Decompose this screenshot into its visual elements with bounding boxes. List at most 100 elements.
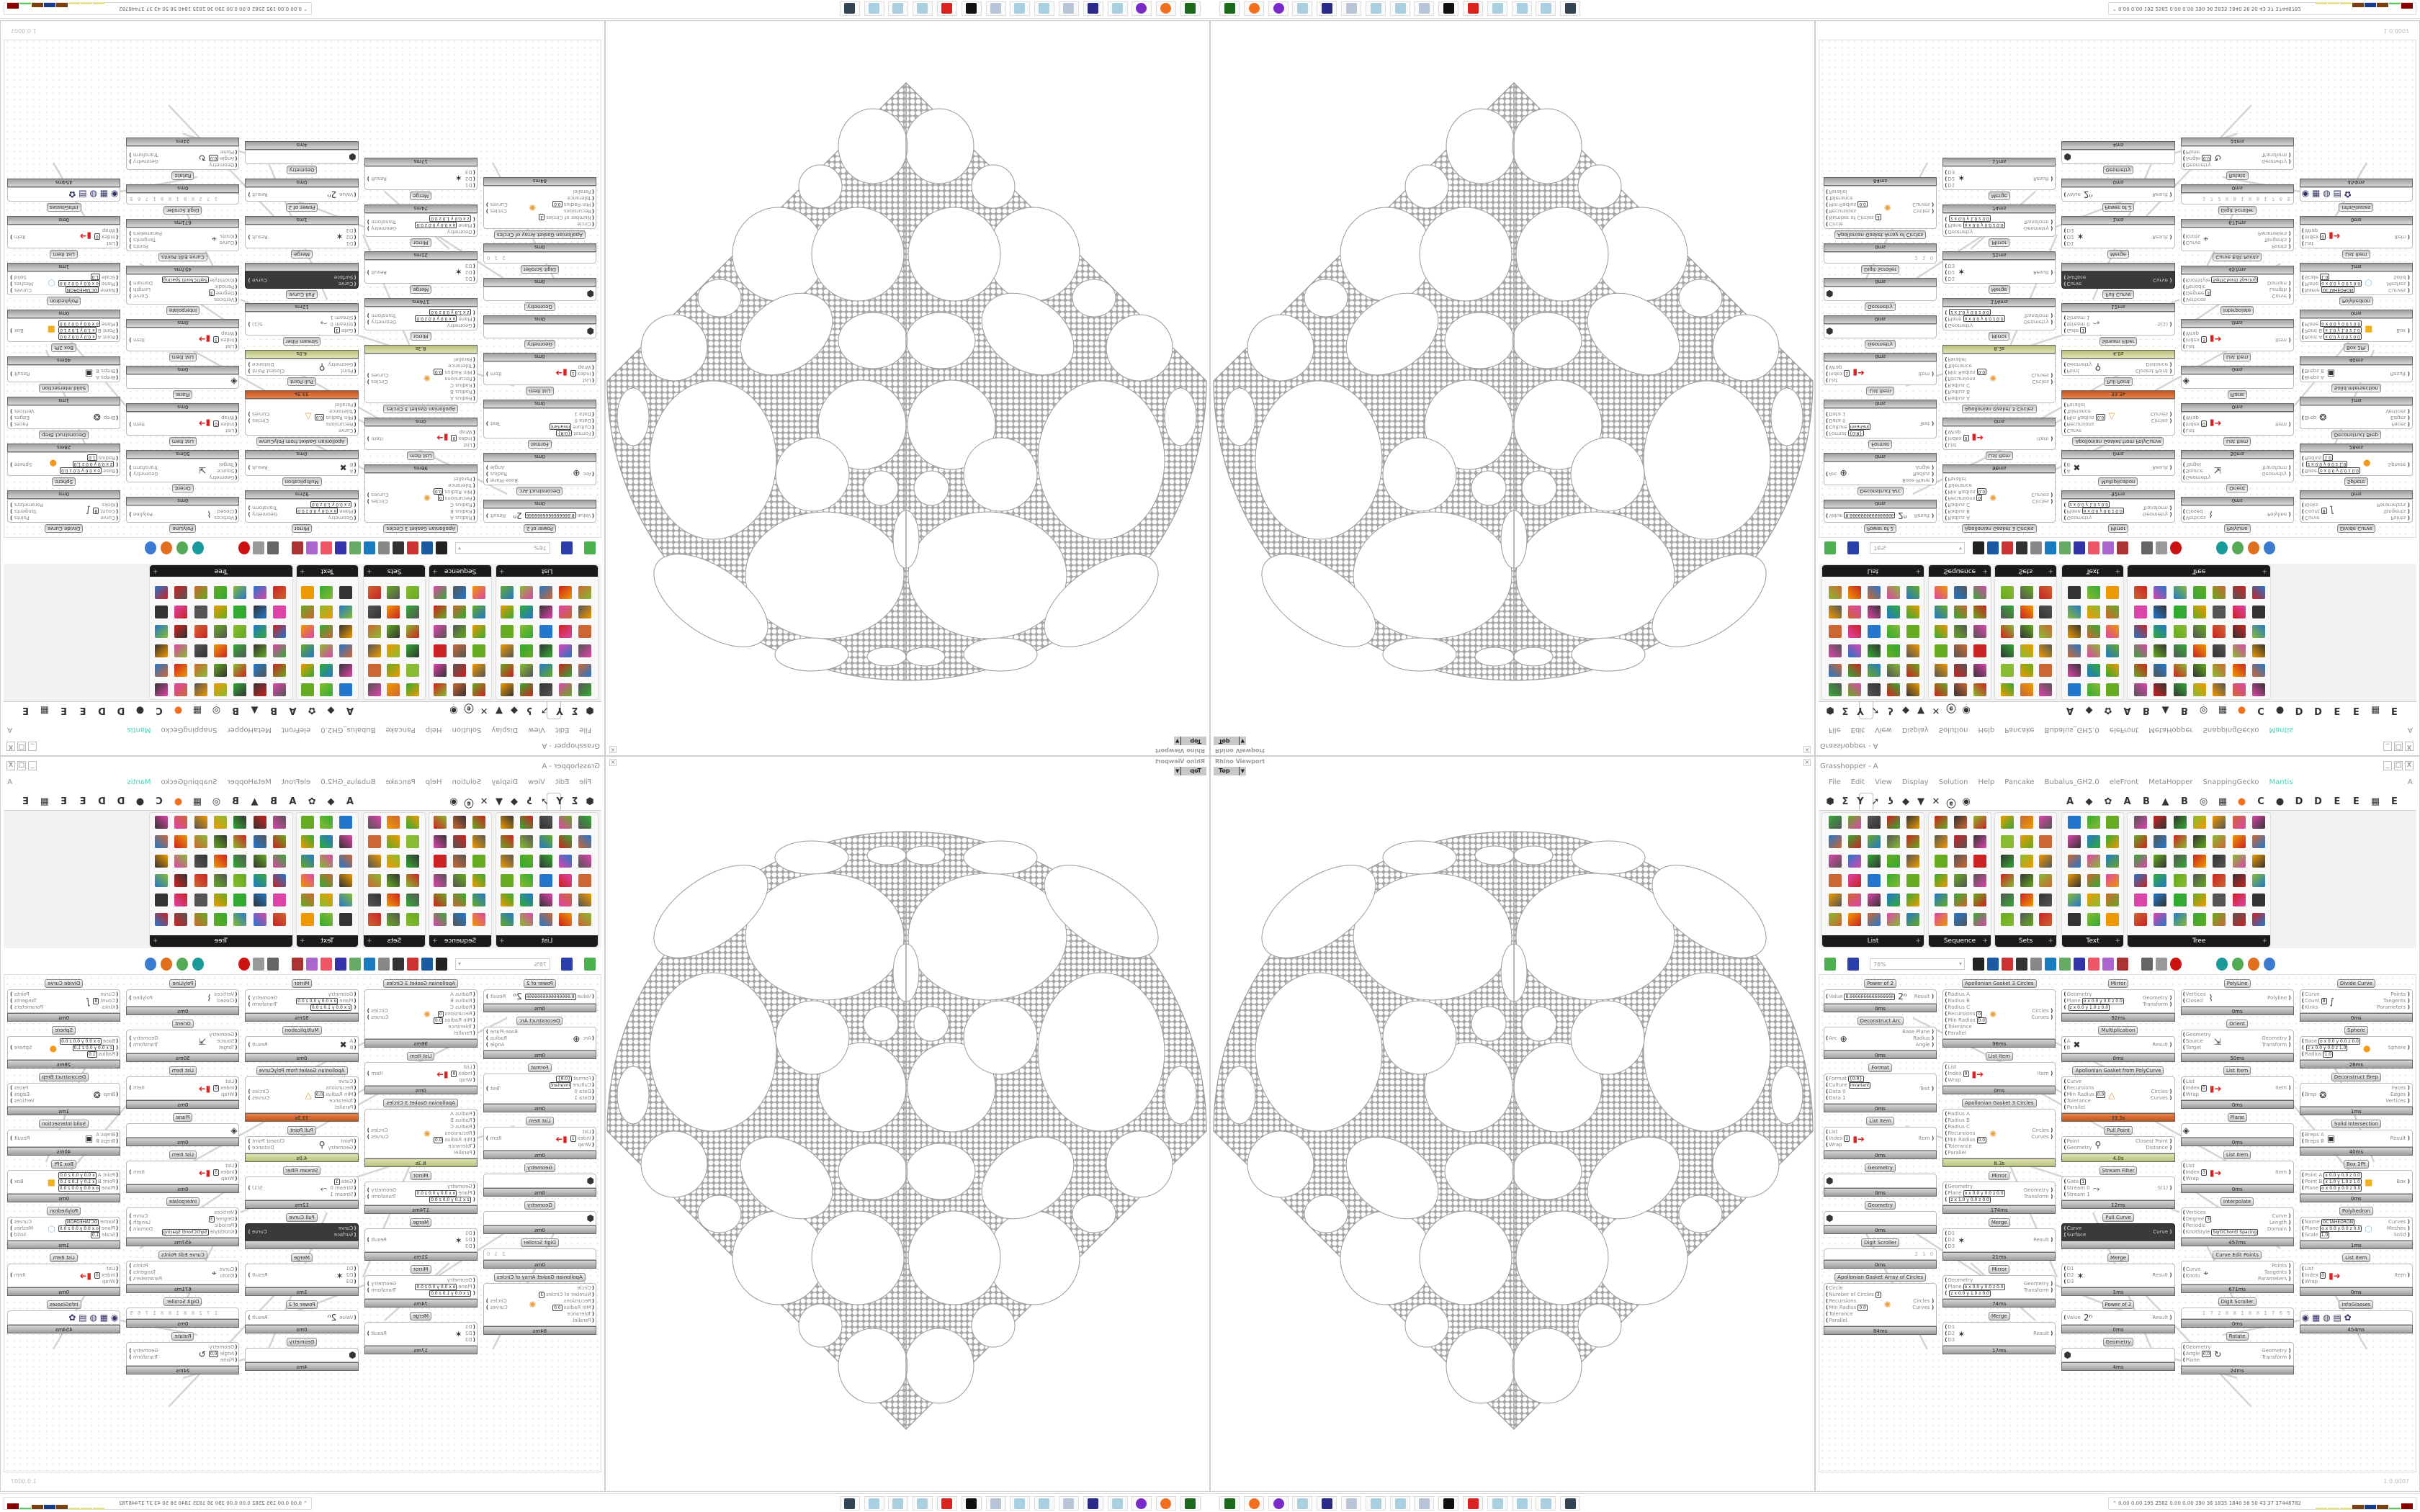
component-tool-icon[interactable] xyxy=(214,835,227,848)
component-tool-icon[interactable] xyxy=(301,874,315,887)
tab-letter[interactable]: ▦ xyxy=(2218,705,2228,716)
view-dropdown[interactable]: Top ▼ xyxy=(1174,767,1206,775)
param-value[interactable]: 0.0 xyxy=(433,488,444,495)
input-param[interactable]: (Parallel xyxy=(1945,1150,1986,1156)
input-grip[interactable]: ( xyxy=(235,1272,238,1279)
component-tool-icon[interactable] xyxy=(2213,835,2226,848)
input-grip[interactable]: ( xyxy=(1945,182,1948,188)
param-value[interactable]: z x 0.0 y 0.0 z 1.0 xyxy=(2305,1045,2348,1051)
component-tool-icon[interactable] xyxy=(2232,874,2246,887)
input-grip[interactable]: ( xyxy=(354,274,357,280)
output-param[interactable]: Item ) xyxy=(2275,336,2292,343)
input-grip[interactable]: ( xyxy=(2063,281,2066,287)
output-param[interactable]: Curve ) xyxy=(128,1213,153,1220)
input-param[interactable]: (D3 xyxy=(465,262,475,269)
output-grip[interactable]: ) xyxy=(248,1145,253,1151)
component-body[interactable]: 1 7 2 8 8 1 8 8 1 7 6 9 xyxy=(2180,193,2294,204)
menu-display[interactable]: Display xyxy=(491,726,519,734)
tab-icon[interactable]: ◆ xyxy=(1902,796,1909,807)
close-button[interactable]: X xyxy=(6,761,15,770)
output-grip[interactable]: ) xyxy=(2287,1347,2291,1354)
input-grip[interactable]: ( xyxy=(591,364,594,370)
output-param[interactable]: Circles ) xyxy=(247,1089,269,1095)
output-param[interactable]: Result ) xyxy=(367,175,387,181)
input-param[interactable]: (Periodic xyxy=(162,283,238,289)
input-param[interactable]: (D2 xyxy=(2063,1272,2074,1279)
input-param[interactable]: (Parallel xyxy=(1826,188,1881,194)
component-tool-icon[interactable] xyxy=(1954,874,1967,887)
input-param[interactable]: (Recursions xyxy=(539,1298,594,1305)
input-grip[interactable]: ( xyxy=(472,369,475,375)
component-tool-icon[interactable] xyxy=(301,894,315,906)
component-tool-icon[interactable] xyxy=(339,855,352,868)
component-tool-icon[interactable] xyxy=(387,855,400,868)
input-grip[interactable]: ( xyxy=(591,371,594,377)
input-param[interactable]: (Wrap xyxy=(570,364,594,370)
output-param[interactable]: Faces ) xyxy=(9,1085,35,1092)
param-value[interactable]: 1 xyxy=(570,370,576,377)
input-grip[interactable]: ( xyxy=(2063,1079,2066,1084)
component-tool-icon[interactable] xyxy=(453,855,466,868)
input-grip[interactable]: ( xyxy=(116,1004,119,1010)
component-body[interactable]: ⬢ xyxy=(1824,287,1937,301)
menu-solution[interactable]: Solution xyxy=(1938,726,1968,734)
output-grip[interactable]: ) xyxy=(10,1272,14,1278)
output-param[interactable]: Transform ) xyxy=(128,1354,158,1361)
output-grip[interactable]: ) xyxy=(367,219,372,225)
input-grip[interactable]: ( xyxy=(116,468,119,474)
input-param[interactable]: (Recursions xyxy=(434,1130,475,1137)
input-param[interactable]: (Tolerance xyxy=(1945,1143,1986,1150)
component-rotate[interactable]: Rotate(Geometry(Angle0.0(Plane↻Geometry … xyxy=(126,1332,240,1374)
input-param[interactable]: (Closed xyxy=(2183,998,2206,1004)
input-grip[interactable]: ( xyxy=(235,277,238,283)
output-param[interactable]: Transform ) xyxy=(367,312,397,319)
component-tool-icon[interactable] xyxy=(174,625,188,638)
component-tool-icon[interactable] xyxy=(253,855,266,868)
input-grip[interactable]: ( xyxy=(116,287,119,293)
component-apollonian-gasket-from-polycurve[interactable]: Apollonian Gasket from PolyCurve (Curve (R… xyxy=(245,390,359,446)
input-grip[interactable]: ( xyxy=(1945,1064,1948,1070)
component-geometry[interactable]: Geometry ⬢ 0ms xyxy=(483,315,596,348)
output-grip[interactable]: ) xyxy=(2406,415,2410,420)
input-param[interactable]: (Recursions xyxy=(1945,375,1986,382)
input-param[interactable]: (Radius A xyxy=(1945,991,1986,998)
component-plane[interactable]: Plane ◈ 0ms xyxy=(2180,1113,2294,1146)
component-tool-icon[interactable] xyxy=(174,816,188,829)
component-tool-icon[interactable] xyxy=(501,625,514,638)
input-grip[interactable]: ( xyxy=(1945,495,1948,501)
param-value[interactable]: o x 0.0 y 0.0 z 0.0 xyxy=(1963,315,2005,322)
output-param[interactable]: Curves ) xyxy=(1912,201,1935,207)
output-param[interactable]: Geometry ) xyxy=(247,995,277,1002)
component-tool-icon[interactable] xyxy=(434,644,447,657)
component-tool-icon[interactable] xyxy=(1973,664,1986,677)
component-tool-icon[interactable] xyxy=(453,913,466,926)
output-grip[interactable]: ) xyxy=(2287,158,2291,165)
input-grip[interactable]: ( xyxy=(2301,240,2304,246)
output-param[interactable]: S(1) ) xyxy=(2158,1185,2173,1192)
component-tool-icon[interactable] xyxy=(214,586,227,599)
input-param[interactable]: (Radius A xyxy=(434,395,475,401)
crossing-icon[interactable] xyxy=(292,541,303,554)
tab-letter[interactable]: ✿ xyxy=(308,705,316,716)
input-grip[interactable]: ( xyxy=(472,998,475,1004)
component-tool-icon[interactable] xyxy=(2038,606,2052,618)
blue-sphere-icon[interactable] xyxy=(2264,958,2275,971)
input-param[interactable]: (Vertices xyxy=(2183,991,2206,998)
component-tool-icon[interactable] xyxy=(2087,894,2100,906)
output-grip[interactable]: ) xyxy=(2406,408,2410,414)
output-grip[interactable]: ) xyxy=(248,1001,253,1007)
component-body[interactable]: (Arc ⊕ Base Plane ) Radius ) Angle ) xyxy=(483,1027,596,1050)
input-param[interactable]: (Index0 xyxy=(451,1071,475,1077)
menu-pancake[interactable]: Pancake xyxy=(385,726,416,734)
param-value[interactable]: o x 0.0 y 0.0 z 0.0 xyxy=(296,508,339,514)
input-grip[interactable]: ( xyxy=(2182,415,2185,420)
input-param[interactable]: (Wrap xyxy=(1826,1142,1850,1148)
taskbar-app[interactable] xyxy=(1156,1,1177,16)
component-body[interactable]: (D1 (D2 (D3 ✶ Result ) xyxy=(2061,225,2175,248)
output-param[interactable]: Result ) xyxy=(2033,1331,2053,1337)
